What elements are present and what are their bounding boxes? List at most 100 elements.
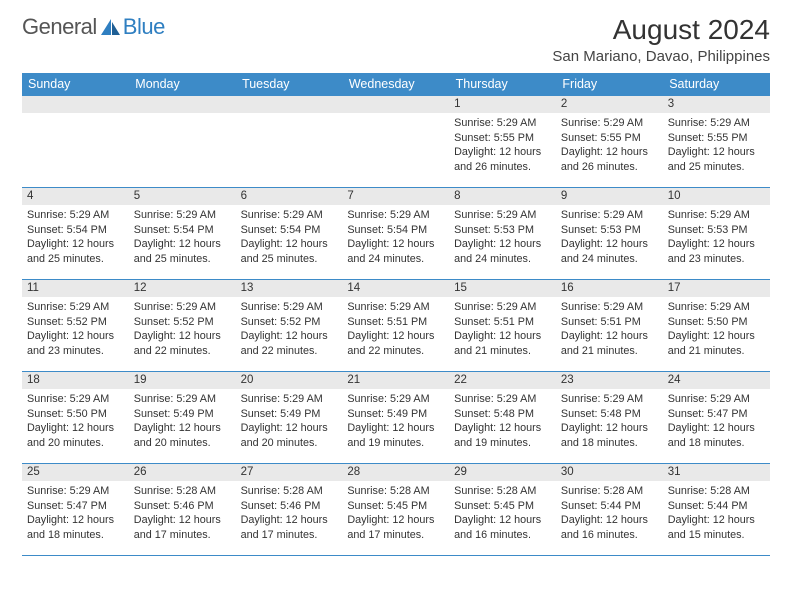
title-block: August 2024 San Mariano, Davao, Philippi… bbox=[552, 14, 770, 65]
sunrise-line: Sunrise: 5:29 AM bbox=[27, 392, 124, 407]
daylight-line: Daylight: 12 hours and 17 minutes. bbox=[241, 513, 338, 542]
sunset-line: Sunset: 5:46 PM bbox=[134, 499, 231, 514]
sunset-line: Sunset: 5:52 PM bbox=[241, 315, 338, 330]
weekday-header: Monday bbox=[129, 73, 236, 96]
calendar-day-cell: 30Sunrise: 5:28 AMSunset: 5:44 PMDayligh… bbox=[556, 464, 663, 556]
sunset-line: Sunset: 5:49 PM bbox=[241, 407, 338, 422]
calendar-week-row: 25Sunrise: 5:29 AMSunset: 5:47 PMDayligh… bbox=[22, 464, 770, 556]
day-details: Sunrise: 5:29 AMSunset: 5:53 PMDaylight:… bbox=[449, 205, 556, 268]
day-details: Sunrise: 5:29 AMSunset: 5:47 PMDaylight:… bbox=[22, 481, 129, 544]
sunrise-line: Sunrise: 5:29 AM bbox=[454, 116, 551, 131]
calendar-day-cell: 14Sunrise: 5:29 AMSunset: 5:51 PMDayligh… bbox=[342, 280, 449, 372]
calendar-day-cell: 5Sunrise: 5:29 AMSunset: 5:54 PMDaylight… bbox=[129, 188, 236, 280]
day-details: Sunrise: 5:29 AMSunset: 5:53 PMDaylight:… bbox=[556, 205, 663, 268]
sunrise-line: Sunrise: 5:29 AM bbox=[347, 208, 444, 223]
day-number: 6 bbox=[236, 188, 343, 205]
brand-logo: General Blue bbox=[22, 14, 165, 40]
sunset-line: Sunset: 5:54 PM bbox=[134, 223, 231, 238]
daylight-line: Daylight: 12 hours and 19 minutes. bbox=[454, 421, 551, 450]
day-number: 13 bbox=[236, 280, 343, 297]
day-number: 28 bbox=[342, 464, 449, 481]
day-number bbox=[342, 96, 449, 113]
calendar-day-cell: 11Sunrise: 5:29 AMSunset: 5:52 PMDayligh… bbox=[22, 280, 129, 372]
sunset-line: Sunset: 5:47 PM bbox=[668, 407, 765, 422]
sunrise-line: Sunrise: 5:29 AM bbox=[668, 392, 765, 407]
calendar-day-cell bbox=[129, 96, 236, 188]
day-details: Sunrise: 5:29 AMSunset: 5:54 PMDaylight:… bbox=[236, 205, 343, 268]
daylight-line: Daylight: 12 hours and 25 minutes. bbox=[27, 237, 124, 266]
day-details bbox=[342, 113, 449, 118]
weekday-header: Tuesday bbox=[236, 73, 343, 96]
sunset-line: Sunset: 5:54 PM bbox=[241, 223, 338, 238]
daylight-line: Daylight: 12 hours and 20 minutes. bbox=[134, 421, 231, 450]
calendar-day-cell: 21Sunrise: 5:29 AMSunset: 5:49 PMDayligh… bbox=[342, 372, 449, 464]
day-details: Sunrise: 5:29 AMSunset: 5:50 PMDaylight:… bbox=[22, 389, 129, 452]
sunset-line: Sunset: 5:51 PM bbox=[561, 315, 658, 330]
sunset-line: Sunset: 5:52 PM bbox=[134, 315, 231, 330]
daylight-line: Daylight: 12 hours and 21 minutes. bbox=[561, 329, 658, 358]
calendar-body: 1Sunrise: 5:29 AMSunset: 5:55 PMDaylight… bbox=[22, 96, 770, 556]
sunrise-line: Sunrise: 5:29 AM bbox=[241, 208, 338, 223]
sunset-line: Sunset: 5:55 PM bbox=[454, 131, 551, 146]
sunrise-line: Sunrise: 5:29 AM bbox=[27, 208, 124, 223]
sunset-line: Sunset: 5:55 PM bbox=[668, 131, 765, 146]
sunset-line: Sunset: 5:54 PM bbox=[27, 223, 124, 238]
sunset-line: Sunset: 5:48 PM bbox=[561, 407, 658, 422]
sunset-line: Sunset: 5:53 PM bbox=[454, 223, 551, 238]
daylight-line: Daylight: 12 hours and 22 minutes. bbox=[241, 329, 338, 358]
day-details: Sunrise: 5:29 AMSunset: 5:47 PMDaylight:… bbox=[663, 389, 770, 452]
day-number: 15 bbox=[449, 280, 556, 297]
weekday-header: Saturday bbox=[663, 73, 770, 96]
calendar-day-cell: 26Sunrise: 5:28 AMSunset: 5:46 PMDayligh… bbox=[129, 464, 236, 556]
day-number: 30 bbox=[556, 464, 663, 481]
sunrise-line: Sunrise: 5:29 AM bbox=[561, 116, 658, 131]
sunrise-line: Sunrise: 5:29 AM bbox=[134, 392, 231, 407]
calendar-week-row: 18Sunrise: 5:29 AMSunset: 5:50 PMDayligh… bbox=[22, 372, 770, 464]
sunrise-line: Sunrise: 5:29 AM bbox=[347, 392, 444, 407]
day-number bbox=[129, 96, 236, 113]
calendar-day-cell: 10Sunrise: 5:29 AMSunset: 5:53 PMDayligh… bbox=[663, 188, 770, 280]
calendar-day-cell bbox=[236, 96, 343, 188]
day-number bbox=[22, 96, 129, 113]
sunrise-line: Sunrise: 5:28 AM bbox=[561, 484, 658, 499]
sunrise-line: Sunrise: 5:29 AM bbox=[561, 300, 658, 315]
brand-word-2: Blue bbox=[123, 14, 165, 40]
sunset-line: Sunset: 5:44 PM bbox=[668, 499, 765, 514]
sunset-line: Sunset: 5:45 PM bbox=[347, 499, 444, 514]
day-number: 14 bbox=[342, 280, 449, 297]
daylight-line: Daylight: 12 hours and 18 minutes. bbox=[561, 421, 658, 450]
sunset-line: Sunset: 5:44 PM bbox=[561, 499, 658, 514]
sunrise-line: Sunrise: 5:29 AM bbox=[561, 208, 658, 223]
day-details bbox=[236, 113, 343, 118]
brand-word-1: General bbox=[22, 14, 97, 40]
calendar-day-cell bbox=[22, 96, 129, 188]
calendar-day-cell: 7Sunrise: 5:29 AMSunset: 5:54 PMDaylight… bbox=[342, 188, 449, 280]
day-details: Sunrise: 5:29 AMSunset: 5:52 PMDaylight:… bbox=[236, 297, 343, 360]
day-details: Sunrise: 5:29 AMSunset: 5:54 PMDaylight:… bbox=[342, 205, 449, 268]
calendar-day-cell: 13Sunrise: 5:29 AMSunset: 5:52 PMDayligh… bbox=[236, 280, 343, 372]
calendar-day-cell: 6Sunrise: 5:29 AMSunset: 5:54 PMDaylight… bbox=[236, 188, 343, 280]
weekday-header-row: SundayMondayTuesdayWednesdayThursdayFrid… bbox=[22, 73, 770, 96]
day-details: Sunrise: 5:29 AMSunset: 5:48 PMDaylight:… bbox=[556, 389, 663, 452]
daylight-line: Daylight: 12 hours and 21 minutes. bbox=[454, 329, 551, 358]
calendar-day-cell: 31Sunrise: 5:28 AMSunset: 5:44 PMDayligh… bbox=[663, 464, 770, 556]
day-details: Sunrise: 5:28 AMSunset: 5:45 PMDaylight:… bbox=[449, 481, 556, 544]
sunset-line: Sunset: 5:50 PM bbox=[668, 315, 765, 330]
daylight-line: Daylight: 12 hours and 17 minutes. bbox=[347, 513, 444, 542]
daylight-line: Daylight: 12 hours and 22 minutes. bbox=[347, 329, 444, 358]
sunrise-line: Sunrise: 5:29 AM bbox=[347, 300, 444, 315]
day-number: 12 bbox=[129, 280, 236, 297]
day-number: 26 bbox=[129, 464, 236, 481]
calendar-week-row: 1Sunrise: 5:29 AMSunset: 5:55 PMDaylight… bbox=[22, 96, 770, 188]
daylight-line: Daylight: 12 hours and 18 minutes. bbox=[668, 421, 765, 450]
sunrise-line: Sunrise: 5:28 AM bbox=[134, 484, 231, 499]
sunrise-line: Sunrise: 5:29 AM bbox=[27, 484, 124, 499]
sunset-line: Sunset: 5:49 PM bbox=[347, 407, 444, 422]
daylight-line: Daylight: 12 hours and 25 minutes. bbox=[241, 237, 338, 266]
page-title: August 2024 bbox=[552, 14, 770, 46]
day-number: 10 bbox=[663, 188, 770, 205]
brand-sail-icon bbox=[100, 18, 122, 36]
calendar-week-row: 11Sunrise: 5:29 AMSunset: 5:52 PMDayligh… bbox=[22, 280, 770, 372]
weekday-header: Thursday bbox=[449, 73, 556, 96]
day-number: 4 bbox=[22, 188, 129, 205]
